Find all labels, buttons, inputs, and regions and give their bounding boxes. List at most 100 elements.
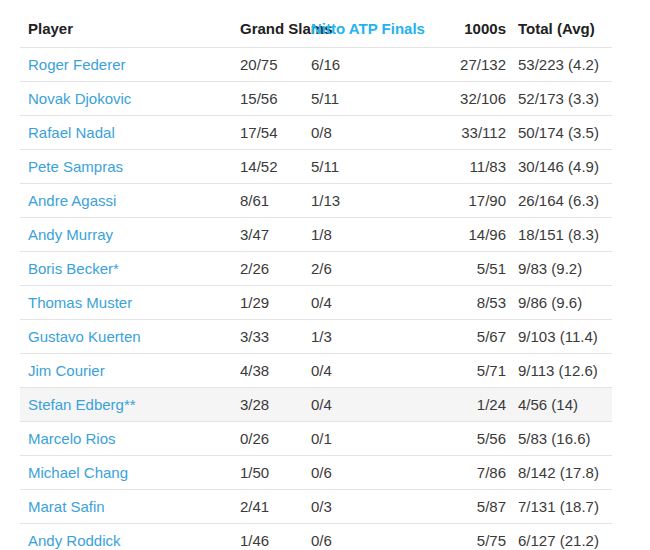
player-link[interactable]: Novak Djokovic bbox=[28, 90, 131, 107]
header-nitto-atp-finals-link[interactable]: Nitto ATP Finals bbox=[303, 12, 440, 48]
grand-slams-cell: 0/26 bbox=[232, 422, 303, 456]
player-cell: Marat Safin bbox=[20, 490, 232, 524]
grand-slams-cell: 1/29 bbox=[232, 286, 303, 320]
player-stats-table: Player Grand Slams Nitto ATP Finals 1000… bbox=[20, 12, 612, 550]
nitto-atp-finals-cell: 0/1 bbox=[303, 422, 440, 456]
table-row: Jim Courier4/380/45/719/113 (12.6) bbox=[20, 354, 612, 388]
nitto-atp-finals-cell: 6/16 bbox=[303, 48, 440, 82]
total-avg-cell: 9/86 (9.6) bbox=[506, 286, 612, 320]
table-row: Marcelo Rios 0/260/15/565/83 (16.6) bbox=[20, 422, 612, 456]
table-row: Thomas Muster 1/290/48/539/86 (9.6) bbox=[20, 286, 612, 320]
player-cell: Michael Chang bbox=[20, 456, 232, 490]
total-avg-cell: 9/113 (12.6) bbox=[506, 354, 612, 388]
total-avg-cell: 7/131 (18.7) bbox=[506, 490, 612, 524]
grand-slams-cell: 3/33 bbox=[232, 320, 303, 354]
total-avg-cell: 4/56 (14) bbox=[506, 388, 612, 422]
thousands-cell: 5/56 bbox=[440, 422, 506, 456]
player-cell: Thomas Muster bbox=[20, 286, 232, 320]
thousands-cell: 5/75 bbox=[440, 524, 506, 550]
player-link[interactable]: Gustavo Kuerten bbox=[28, 328, 141, 345]
player-link[interactable]: Marat Safin bbox=[28, 498, 105, 515]
table-row: Rafael Nadal17/540/833/11250/174 (3.5) bbox=[20, 116, 612, 150]
thousands-cell: 1/24 bbox=[440, 388, 506, 422]
table-row: Pete Sampras14/525/1111/8330/146 (4.9) bbox=[20, 150, 612, 184]
player-link[interactable]: Rafael Nadal bbox=[28, 124, 115, 141]
table-row: Andy Murray3/471/814/9618/151 (8.3) bbox=[20, 218, 612, 252]
table-row: Andy Roddick1/460/65/756/127 (21.2) bbox=[20, 524, 612, 550]
total-avg-cell: 50/174 (3.5) bbox=[506, 116, 612, 150]
player-link[interactable]: Boris Becker* bbox=[28, 260, 119, 277]
table-row: Andre Agassi8/611/1317/9026/164 (6.3) bbox=[20, 184, 612, 218]
nitto-atp-finals-cell: 5/11 bbox=[303, 82, 440, 116]
nitto-atp-finals-cell: 0/3 bbox=[303, 490, 440, 524]
table-row: Michael Chang1/500/67/868/142 (17.8) bbox=[20, 456, 612, 490]
player-cell: Stefan Edberg** bbox=[20, 388, 232, 422]
thousands-cell: 5/51 bbox=[440, 252, 506, 286]
player-link[interactable]: Jim Courier bbox=[28, 362, 105, 379]
player-cell: Gustavo Kuerten bbox=[20, 320, 232, 354]
player-cell: Novak Djokovic bbox=[20, 82, 232, 116]
table-row: Novak Djokovic 15/565/1132/10652/173 (3.3… bbox=[20, 82, 612, 116]
thousands-cell: 5/67 bbox=[440, 320, 506, 354]
player-cell: Rafael Nadal bbox=[20, 116, 232, 150]
nitto-atp-finals-cell: 0/8 bbox=[303, 116, 440, 150]
player-link[interactable]: Stefan Edberg** bbox=[28, 396, 136, 413]
player-cell: Andy Murray bbox=[20, 218, 232, 252]
grand-slams-cell: 20/75 bbox=[232, 48, 303, 82]
player-link[interactable]: Andre Agassi bbox=[28, 192, 116, 209]
header-player: Player bbox=[20, 12, 232, 48]
total-avg-cell: 9/103 (11.4) bbox=[506, 320, 612, 354]
nitto-atp-finals-cell: 0/4 bbox=[303, 354, 440, 388]
player-link[interactable]: Marcelo Rios bbox=[28, 430, 116, 447]
total-avg-cell: 30/146 (4.9) bbox=[506, 150, 612, 184]
header-grand-slams: Grand Slams bbox=[232, 12, 303, 48]
grand-slams-cell: 1/50 bbox=[232, 456, 303, 490]
total-avg-cell: 53/223 (4.2) bbox=[506, 48, 612, 82]
table-row: Roger Federer 20/756/1627/13253/223 (4.2) bbox=[20, 48, 612, 82]
table-row: Marat Safin2/410/35/877/131 (18.7) bbox=[20, 490, 612, 524]
total-avg-cell: 26/164 (6.3) bbox=[506, 184, 612, 218]
header-total-avg: Total (Avg) bbox=[506, 12, 612, 48]
player-link[interactable]: Pete Sampras bbox=[28, 158, 123, 175]
thousands-cell: 32/106 bbox=[440, 82, 506, 116]
grand-slams-cell: 4/38 bbox=[232, 354, 303, 388]
player-link[interactable]: Thomas Muster bbox=[28, 294, 132, 311]
thousands-cell: 8/53 bbox=[440, 286, 506, 320]
player-link[interactable]: Michael Chang bbox=[28, 464, 128, 481]
total-avg-cell: 52/173 (3.3) bbox=[506, 82, 612, 116]
total-avg-cell: 9/83 (9.2) bbox=[506, 252, 612, 286]
table-row: Stefan Edberg**3/280/41/244/56 (14) bbox=[20, 388, 612, 422]
grand-slams-cell: 2/26 bbox=[232, 252, 303, 286]
nitto-atp-finals-cell: 0/4 bbox=[303, 286, 440, 320]
header-1000s: 1000s bbox=[440, 12, 506, 48]
total-avg-cell: 8/142 (17.8) bbox=[506, 456, 612, 490]
player-cell: Roger Federer bbox=[20, 48, 232, 82]
total-avg-cell: 18/151 (8.3) bbox=[506, 218, 612, 252]
thousands-cell: 14/96 bbox=[440, 218, 506, 252]
grand-slams-cell: 8/61 bbox=[232, 184, 303, 218]
player-cell: Marcelo Rios bbox=[20, 422, 232, 456]
grand-slams-cell: 2/41 bbox=[232, 490, 303, 524]
player-link[interactable]: Roger Federer bbox=[28, 56, 126, 73]
table-row: Gustavo Kuerten3/331/35/679/103 (11.4) bbox=[20, 320, 612, 354]
player-link[interactable]: Andy Murray bbox=[28, 226, 113, 243]
nitto-atp-finals-cell: 1/8 bbox=[303, 218, 440, 252]
nitto-atp-finals-cell: 2/6 bbox=[303, 252, 440, 286]
player-cell: Andy Roddick bbox=[20, 524, 232, 550]
grand-slams-cell: 17/54 bbox=[232, 116, 303, 150]
header-row: Player Grand Slams Nitto ATP Finals 1000… bbox=[20, 12, 612, 48]
player-cell: Jim Courier bbox=[20, 354, 232, 388]
table-body: Roger Federer 20/756/1627/13253/223 (4.2)… bbox=[20, 48, 612, 550]
player-cell: Andre Agassi bbox=[20, 184, 232, 218]
grand-slams-cell: 1/46 bbox=[232, 524, 303, 550]
grand-slams-cell: 15/56 bbox=[232, 82, 303, 116]
nitto-atp-finals-cell: 1/13 bbox=[303, 184, 440, 218]
total-avg-cell: 5/83 (16.6) bbox=[506, 422, 612, 456]
nitto-atp-finals-cell: 0/4 bbox=[303, 388, 440, 422]
nitto-atp-finals-cell: 0/6 bbox=[303, 456, 440, 490]
player-link[interactable]: Andy Roddick bbox=[28, 532, 121, 549]
thousands-cell: 27/132 bbox=[440, 48, 506, 82]
nitto-atp-finals-cell: 0/6 bbox=[303, 524, 440, 550]
table-row: Boris Becker* 2/262/65/519/83 (9.2) bbox=[20, 252, 612, 286]
nitto-atp-finals-cell: 5/11 bbox=[303, 150, 440, 184]
